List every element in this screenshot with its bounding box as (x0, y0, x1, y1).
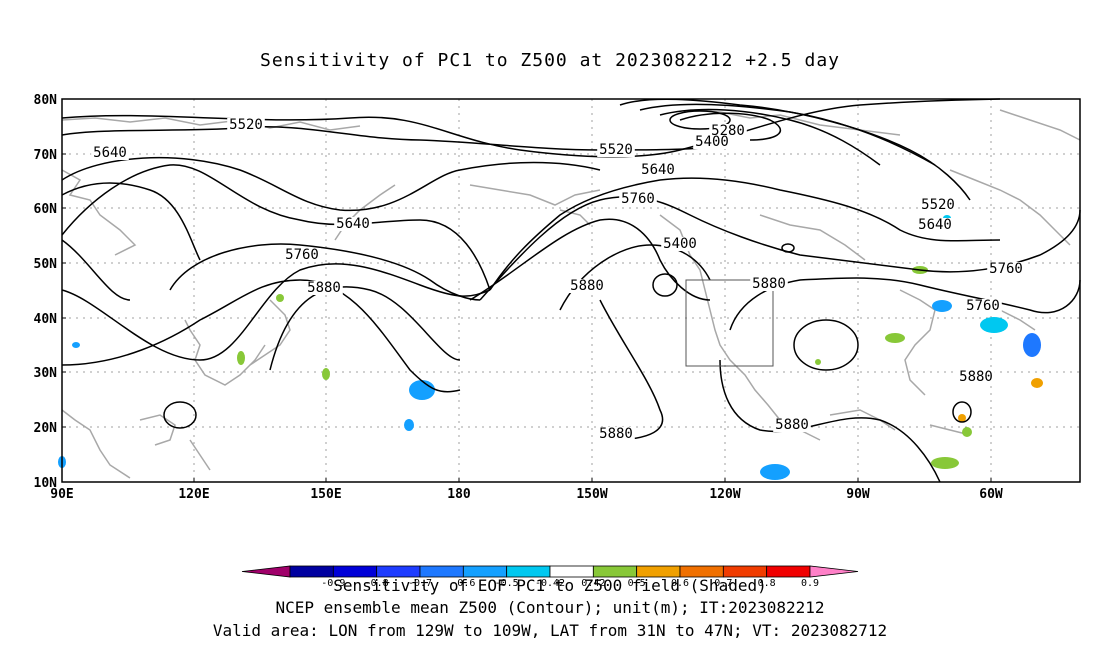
contour-label-bg (597, 427, 635, 441)
contour-label: 5880 (959, 369, 993, 385)
contour-label-bg (639, 163, 677, 177)
contour-label: 5640 (93, 145, 127, 161)
colorbar-label: 0.6 (671, 578, 689, 589)
map-frame (61, 98, 1081, 483)
contour-label-bg (693, 135, 731, 149)
caption-contour: NCEP ensemble mean Z500 (Contour); unit(… (275, 598, 825, 617)
contour-label-bg (987, 262, 1025, 276)
contour-label: 5880 (599, 426, 633, 442)
colorbar-high-triangle (809, 565, 859, 578)
lon-label: 90E (50, 487, 73, 502)
contour-label: 5760 (621, 191, 655, 207)
contour-label-bg (919, 198, 957, 212)
contour-label: 5880 (775, 417, 809, 433)
lat-label: 60N (34, 202, 58, 217)
colorbar-label: 0.42 (581, 578, 605, 589)
contour-label: 5760 (989, 261, 1023, 277)
contour-label: 5640 (336, 216, 370, 232)
colorbar-label: 0.9 (801, 578, 819, 589)
lat-label: 20N (34, 421, 58, 436)
colorbar-label: 0.8 (758, 578, 776, 589)
contour-label-bg (750, 277, 788, 291)
contour-label-bg (227, 118, 265, 132)
grid-lines (62, 99, 1080, 482)
contour-label-bg (916, 218, 954, 232)
contour-labels: 5280540055205520564056405640576057605400… (91, 117, 1025, 442)
contour-label-bg (334, 217, 372, 231)
contour-label: 5760 (966, 298, 1000, 314)
contour-label: 5640 (641, 162, 675, 178)
lat-label: 30N (34, 366, 58, 381)
colorbar-label: -0.7 (408, 578, 432, 589)
contour-label-bg (709, 124, 747, 138)
lat-label: 40N (34, 312, 58, 327)
contour-label: 5400 (663, 236, 697, 252)
contour-label: 5400 (695, 134, 729, 150)
contour-label-bg (305, 281, 343, 295)
lon-label: 120E (178, 487, 209, 502)
lon-label: 150W (576, 487, 607, 502)
colorbar-label: -0.9 (321, 578, 345, 589)
contour-label-bg (568, 279, 606, 293)
lon-label: 60W (979, 487, 1003, 502)
lon-label: 180 (447, 487, 471, 502)
contour-label-bg (661, 237, 699, 251)
lat-label: 80N (34, 93, 58, 108)
colorbar: -0.9 -0.8 -0.7 -0.6 -0.5 -0.42 0.42 0.5 0.6 0.7 0.… (241, 565, 859, 589)
contour-label: 5520 (599, 142, 633, 158)
lon-label: 90W (846, 487, 870, 502)
contour-label-bg (91, 146, 129, 160)
contour-label-bg (283, 248, 321, 262)
lon-label: 150E (310, 487, 341, 502)
colorbar-label: -0.5 (495, 578, 519, 589)
latitude-labels: 80N 70N 60N 50N 40N 30N 20N 10N (34, 93, 66, 491)
contour-label-bg (619, 192, 657, 206)
contour-label: 5880 (752, 276, 786, 292)
lat-label: 10N (34, 476, 58, 491)
colorbar-label: -0.42 (535, 578, 565, 589)
contour-label: 5520 (921, 197, 955, 213)
contour-label: 5880 (570, 278, 604, 294)
lon-label: 120W (709, 487, 740, 502)
longitude-labels: 90E 120E 150E 180 150W 120W 90W 60W (50, 478, 1003, 502)
contour-label-bg (957, 370, 995, 384)
colorbar-label: -0.8 (365, 578, 389, 589)
lat-label: 70N (34, 148, 58, 163)
contour-label: 5640 (918, 217, 952, 233)
verification-area-box (685, 279, 774, 367)
contour-label: 5760 (285, 247, 319, 263)
caption-valid-area: Valid area: LON from 129W to 109W, LAT f… (212, 621, 888, 640)
colorbar-label: 0.5 (628, 578, 646, 589)
shaded-sensitivity (58, 215, 1043, 480)
lat-label: 50N (34, 257, 58, 272)
colorbar-label: -0.6 (451, 578, 475, 589)
chart-title: Sensitivity of PC1 to Z500 at 2023082212… (259, 50, 840, 71)
caption-shaded: Sensitivity of EOF PC1 to Z500 field (Sh… (333, 576, 767, 595)
contour-label-bg (773, 418, 811, 432)
contour-label: 5880 (307, 280, 341, 296)
contour-label: 5520 (229, 117, 263, 133)
colorbar-label: 0.7 (714, 578, 732, 589)
contour-label-bg (964, 299, 1002, 313)
contour-label-bg (597, 143, 635, 157)
